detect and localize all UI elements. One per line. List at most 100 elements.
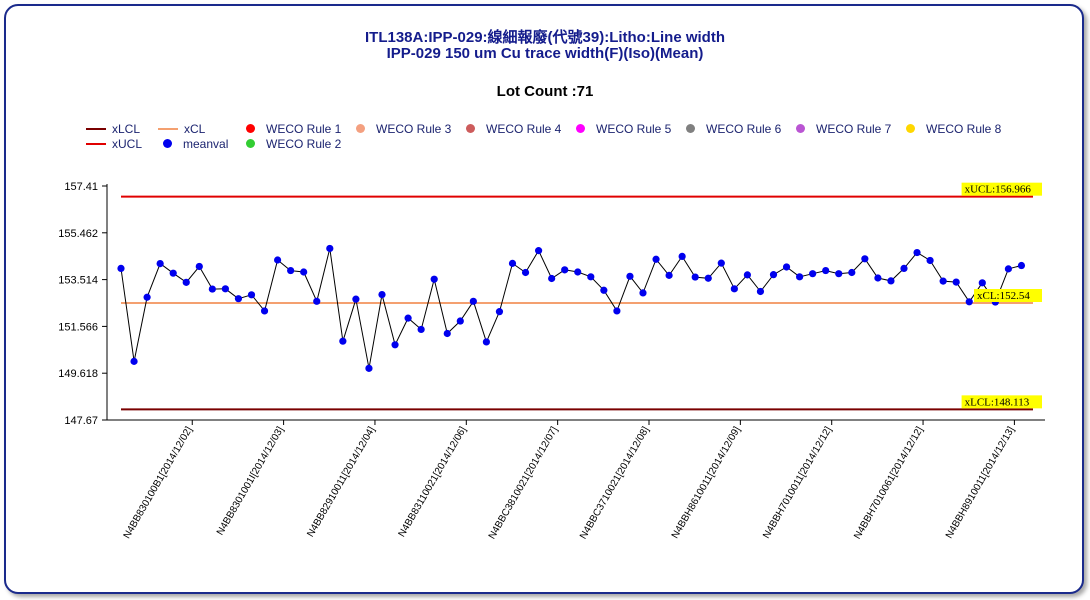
legend-item-xcl: xCL [158,122,205,136]
data-point [822,266,830,275]
data-point [274,256,282,264]
y-tick-label: 155.462 [58,228,98,240]
y-tick-label: 151.566 [58,321,98,333]
chart-title-line2: IPP-029 150 um Cu trace width(F)(Iso)(Me… [386,45,704,62]
chart-subtitle: Lot Count :71 [496,83,594,100]
limit-label-box-xcl [974,289,1042,302]
legend-swatch [796,124,805,134]
x-tick-label: N4BBH8610011[2014/12/09] [670,425,743,541]
data-point [965,298,973,306]
legend-item-weco-rule-8: WECO Rule 8 [906,122,1001,136]
y-tick-label: 153.514 [58,275,98,287]
data-point [247,291,256,299]
x-tick-label: N4BBH7010061[2014/12/12] [852,425,926,541]
data-point [430,275,438,283]
data-point [939,277,947,285]
limit-label-xucl: xUCL:156.966 [965,184,1032,196]
data-point [913,248,921,257]
data-point [952,278,960,286]
data-point [287,266,295,275]
data-point [574,268,582,276]
data-point [182,278,190,286]
limit-label-box-xlcl [961,395,1042,409]
chart-title: ITL138A:IPP-029:線細報廢(代號39):Litho:Line wi… [364,29,725,46]
data-point [613,307,621,315]
data-point [221,285,229,293]
x-tick-label: N4BB83110021[2014/12/06] [397,425,469,539]
legend-label: xLCL [112,122,141,136]
data-point [378,290,386,299]
series-line-meanval [120,248,1022,369]
x-tick-label: N4BB8301001I[2014/12/03] [215,425,286,538]
data-point [887,277,895,285]
legend-swatch [163,139,172,149]
data-point [508,259,517,267]
legend-swatch [158,127,178,130]
limit-label-box-xucl [961,182,1042,196]
legend-label: WECO Rule 3 [376,122,452,136]
legend-swatch [246,139,255,149]
legend-swatch [86,142,106,145]
data-point [691,273,699,281]
y-tick-label: 157.41 [64,181,98,193]
data-point [169,269,177,277]
data-point [861,255,869,263]
limit-label-xcl: xCL:152.54 [977,290,1030,302]
legend-swatch [906,124,915,134]
data-point [391,341,399,349]
data-point [482,338,490,346]
legend-item-meanval: meanval [163,137,228,151]
legend-swatch [356,124,365,134]
x-tick-label: N4BBC3710021[2014/12/08] [578,425,652,541]
data-point [443,329,451,338]
data-point [130,357,138,365]
legend-label: WECO Rule 4 [486,122,562,136]
data-point [756,287,765,296]
legend-item-weco-rule-2: WECO Rule 2 [246,137,341,151]
data-point [769,271,778,279]
x-tick-label: N4BB830100B1[2014/12/02] [122,425,195,541]
data-point [652,255,660,263]
data-point [535,247,543,255]
data-point [352,295,360,303]
legend-item-weco-rule-6: WECO Rule 6 [686,122,781,136]
data-point [796,273,804,281]
data-point [234,295,243,303]
data-point [743,271,752,279]
data-point [339,337,347,345]
data-point [678,252,686,260]
limit-label-xlcl: xLCL:148.113 [965,396,1030,408]
data-point [978,279,986,287]
legend-swatch [86,127,106,130]
legend-label: WECO Rule 5 [596,122,672,136]
legend-label: meanval [183,137,229,151]
legend-swatch [686,124,695,134]
data-point [548,274,556,283]
data-point [456,317,464,325]
legend-item-xucl: xUCL [86,137,142,151]
data-point [704,274,712,282]
legend-swatch [576,124,585,134]
data-point [300,268,308,276]
data-point [587,273,595,281]
data-point [156,259,164,268]
data-point [365,364,373,372]
data-point [521,268,530,277]
data-point [143,293,151,301]
x-tick-label: N4BBC3810021[2014/12/07] [487,425,561,541]
legend-label: xUCL [112,137,143,151]
data-point [809,270,817,278]
data-point [626,272,634,280]
legend-item-weco-rule-7: WECO Rule 7 [796,122,891,136]
data-point [600,286,608,294]
legend: xLCL xCL WECO Rule 1 WECO Rule 3 WECO Rule 4… [0,122,1090,154]
data-point [717,259,725,267]
data-point [208,285,216,293]
legend-item-weco-rule-1: WECO Rule 1 [246,122,341,136]
data-point [665,271,673,279]
data-point [195,262,203,271]
data-point [417,325,425,334]
data-point [835,270,843,278]
data-point [404,314,412,322]
